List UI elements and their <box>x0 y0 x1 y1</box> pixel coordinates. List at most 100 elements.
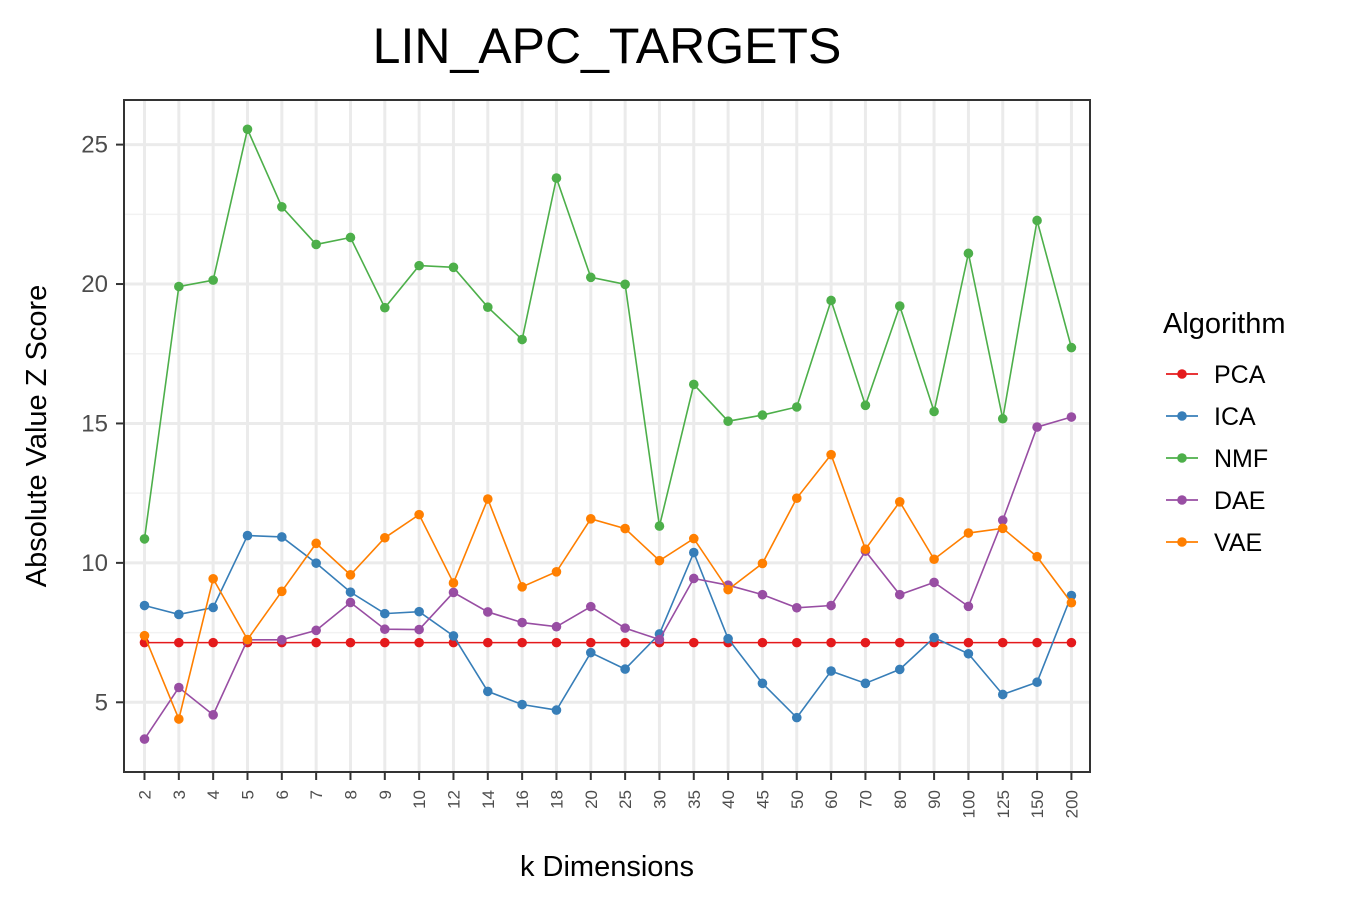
data-point <box>1032 551 1042 562</box>
data-point <box>929 577 939 588</box>
data-point <box>654 555 665 566</box>
data-point <box>311 239 321 250</box>
chart-title: LIN_APC_TARGETS <box>373 18 842 74</box>
data-point <box>826 295 836 306</box>
data-point <box>517 637 527 648</box>
y-tick-label: 10 <box>81 550 108 577</box>
data-point <box>139 630 150 641</box>
series-dae <box>139 412 1077 744</box>
y-axis: 5 10 15 20 25 <box>81 132 124 716</box>
data-point <box>723 633 733 644</box>
series-line-vae <box>143 453 1073 722</box>
series-layer <box>139 124 1077 744</box>
data-point <box>654 521 665 531</box>
plot-grid <box>124 100 1090 772</box>
x-tick-label: 70 <box>856 790 875 809</box>
data-point <box>551 173 562 183</box>
data-point <box>757 678 768 689</box>
data-point <box>688 573 699 584</box>
data-point <box>1032 422 1042 432</box>
data-point <box>551 621 562 632</box>
x-tick-label: 3 <box>170 790 189 799</box>
data-point <box>860 637 871 648</box>
x-tick-label: 12 <box>444 790 463 809</box>
data-point <box>380 624 390 635</box>
x-tick-label: 9 <box>376 790 395 799</box>
data-point <box>551 566 562 577</box>
data-point <box>585 514 596 524</box>
legend-key-point <box>1177 411 1187 421</box>
data-point <box>757 637 768 648</box>
plot-panel-border <box>123 99 1091 773</box>
x-tick-label: 6 <box>273 790 292 799</box>
data-point <box>997 413 1008 424</box>
data-point <box>414 624 424 635</box>
data-point <box>311 637 321 648</box>
data-point <box>997 515 1008 526</box>
data-point <box>380 637 390 648</box>
data-point <box>277 201 287 212</box>
data-point <box>208 637 218 648</box>
data-point <box>1066 590 1077 601</box>
data-point <box>894 664 905 675</box>
data-point <box>208 573 218 584</box>
data-point <box>345 232 356 243</box>
legend-item-pca: PCA <box>1166 361 1266 389</box>
x-tick-label: 14 <box>479 790 498 809</box>
legend-item-nmf: NMF <box>1166 445 1268 473</box>
data-point <box>585 637 596 648</box>
data-point <box>517 582 527 592</box>
data-point <box>620 623 630 633</box>
series-ica <box>139 530 1077 723</box>
x-axis-title: k Dimensions <box>520 851 694 883</box>
x-tick-label: 10 <box>410 790 429 809</box>
data-point <box>277 586 287 597</box>
data-point <box>688 637 699 648</box>
data-point <box>826 666 836 676</box>
data-point <box>311 538 321 549</box>
x-tick-label: 16 <box>513 790 532 809</box>
series-nmf <box>139 124 1077 544</box>
x-tick-label: 40 <box>719 790 738 809</box>
legend-label: NMF <box>1214 445 1268 473</box>
data-point <box>551 705 562 715</box>
data-point <box>929 406 939 417</box>
x-tick-label: 100 <box>959 790 978 818</box>
data-point <box>963 637 974 648</box>
data-point <box>894 497 905 507</box>
data-point <box>826 600 836 611</box>
data-point <box>1032 637 1042 648</box>
data-point <box>791 637 802 648</box>
legend-title: Algorithm <box>1163 308 1286 340</box>
data-point <box>483 686 493 697</box>
x-tick-label: 50 <box>788 790 807 809</box>
data-point <box>894 589 905 600</box>
data-point <box>174 609 184 620</box>
data-point <box>997 523 1008 534</box>
data-point <box>174 682 184 693</box>
x-tick-label: 18 <box>547 790 566 809</box>
legend-key-point <box>1177 369 1187 379</box>
data-point <box>894 301 905 311</box>
data-point <box>894 637 905 648</box>
y-tick-label: 5 <box>95 689 108 716</box>
data-point <box>139 734 150 744</box>
data-point <box>929 632 939 643</box>
data-point <box>620 279 630 290</box>
x-tick-label: 4 <box>204 790 223 799</box>
x-tick-label: 150 <box>1028 790 1047 818</box>
data-point <box>208 602 218 613</box>
data-point <box>448 587 459 598</box>
data-point <box>654 634 665 645</box>
data-point <box>791 402 802 412</box>
data-point <box>345 637 356 648</box>
data-point <box>242 530 253 541</box>
data-point <box>826 637 836 648</box>
data-point <box>963 601 974 612</box>
x-tick-label: 8 <box>341 790 360 799</box>
series-line-dae <box>143 416 1072 740</box>
data-point <box>483 494 493 504</box>
x-tick-label: 90 <box>925 790 944 809</box>
data-point <box>380 532 390 543</box>
